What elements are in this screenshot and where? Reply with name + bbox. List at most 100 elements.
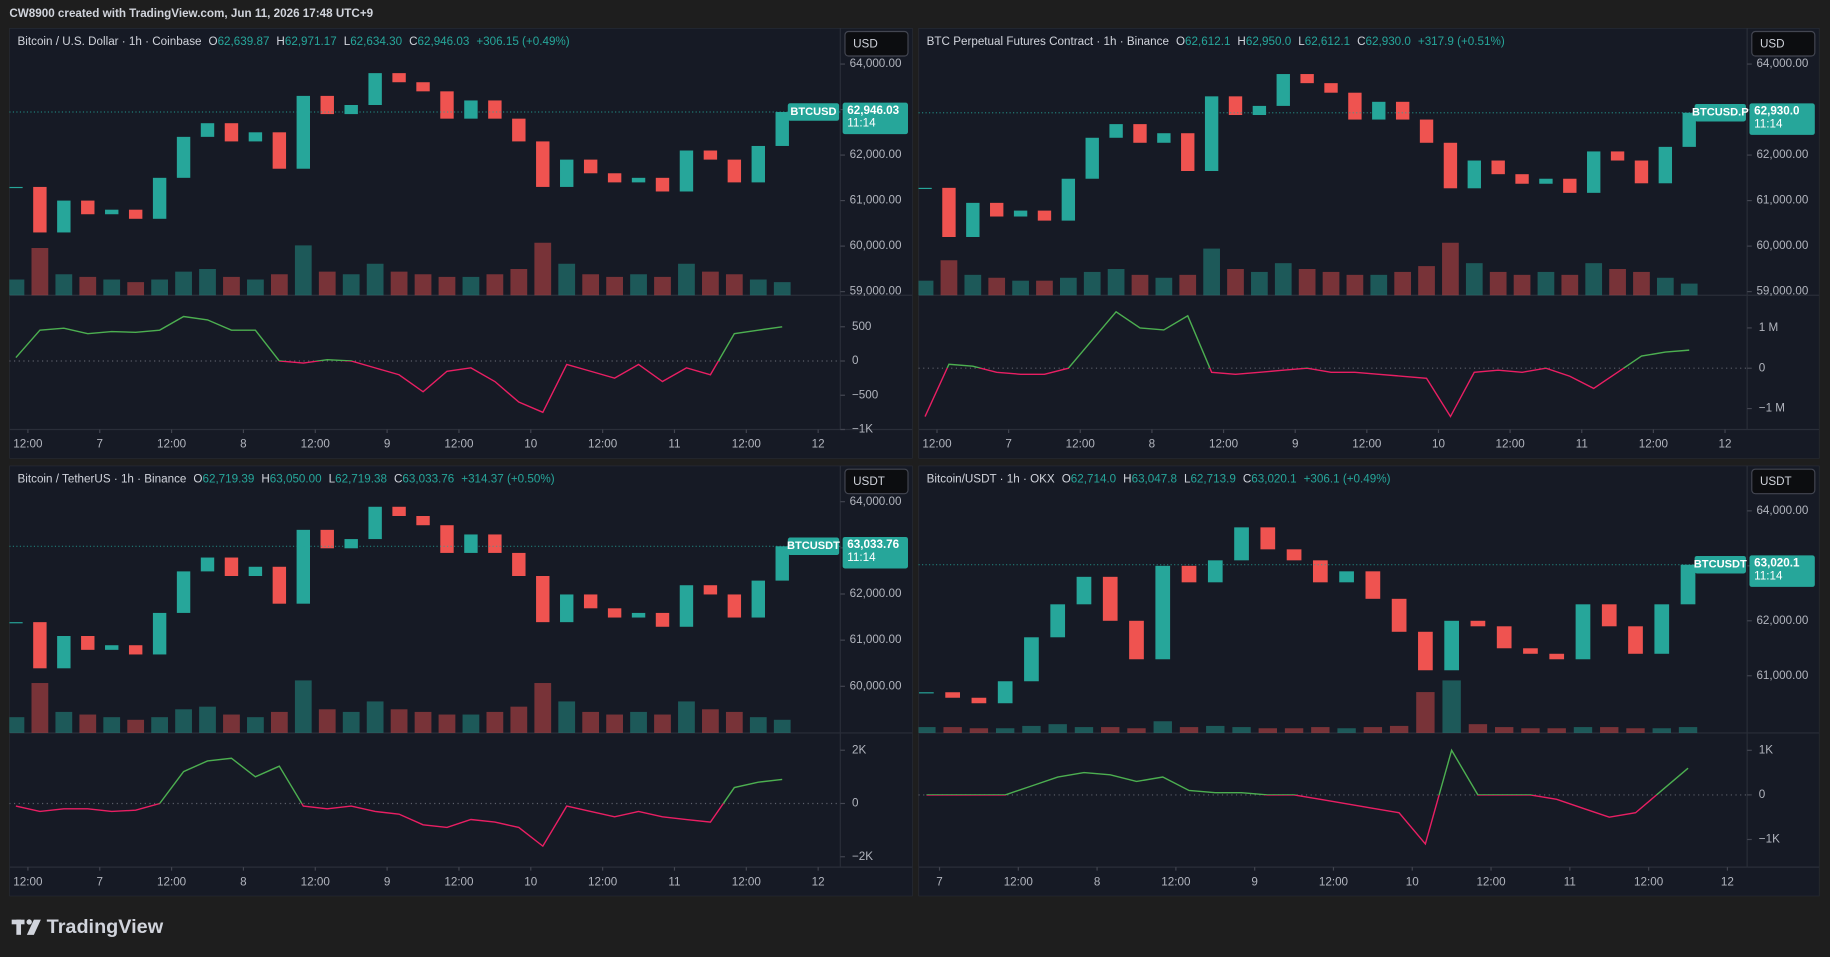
candle-body (990, 202, 1004, 217)
candle-body (1515, 174, 1529, 184)
candle-body (81, 635, 95, 650)
volume-bar (1652, 728, 1671, 733)
volume-bar (1609, 269, 1626, 296)
indicator-tick-label: −1K (1759, 833, 1780, 846)
change-label: +314.37 (+0.50%) (461, 473, 554, 486)
ohlc-value: 62,714.0 (1071, 473, 1117, 486)
volume-bar (678, 263, 695, 296)
ohlc-value: 63,050.00 (270, 473, 322, 486)
volume-bar (270, 274, 288, 296)
volume-bar (773, 282, 791, 296)
indicator-tick-label: 1K (1759, 743, 1773, 756)
x-tick-label: 12:00 (588, 438, 618, 451)
candle-body (727, 594, 742, 618)
candle-body (224, 123, 239, 142)
volume-bar (1227, 269, 1244, 296)
ohlc-value: 62,950.0 (1246, 35, 1292, 48)
volume-bar (1337, 728, 1356, 733)
candle-body (1587, 151, 1601, 193)
candle-body (9, 622, 23, 624)
volume-bar (1561, 274, 1579, 296)
symbol-tag-label: BTCUSDT (787, 540, 840, 552)
volume-bar (943, 727, 962, 733)
indicator-tick-label: 0 (1759, 361, 1766, 374)
volume-bar (964, 274, 982, 296)
x-tick-label: 9 (1292, 438, 1298, 451)
ohlc-label: O (193, 473, 202, 486)
volume-bar (630, 274, 647, 296)
indicator-line (15, 315, 783, 414)
volume-bar (1370, 274, 1388, 296)
y-tick-label: 62,000.00 (850, 587, 902, 600)
volume-bar (1036, 280, 1053, 296)
candle-body (1013, 210, 1028, 217)
volume-bar (366, 701, 384, 733)
volume-bar (749, 279, 767, 296)
volume-bar (1131, 274, 1149, 296)
volume-bar (1258, 728, 1278, 733)
volume-bar (654, 714, 671, 733)
volume-bar (342, 274, 360, 296)
y-tick-label: 64,000.00 (1756, 57, 1808, 70)
indicator-line (926, 748, 1689, 846)
y-tick-label: 64,000.00 (850, 57, 902, 70)
volume-bar (390, 709, 408, 733)
chart-panel: 60,000.0061,000.0062,000.0063,000.0064,0… (9, 465, 913, 897)
countdown-label: 11:14 (1754, 569, 1783, 582)
x-tick-label: 9 (384, 438, 390, 451)
candle-body (464, 100, 478, 119)
ohlc-value: 62,639.87 (218, 35, 270, 48)
indicator-tick-label: −2K (852, 850, 873, 863)
candle-body (1050, 604, 1066, 638)
ohlc-value: 62,612.1 (1185, 35, 1230, 48)
candle-body (272, 566, 287, 604)
x-tick-label: 12:00 (1209, 438, 1239, 451)
candle-body (1444, 620, 1460, 671)
volume-bar (1573, 727, 1593, 733)
candle-body (1133, 124, 1147, 143)
volume-bar (1537, 271, 1555, 296)
volume-bar (1203, 248, 1220, 296)
y-tick-label: 61,000.00 (850, 633, 902, 646)
candle-body (727, 159, 742, 183)
volume-bar (582, 711, 600, 733)
volume-bar (1489, 271, 1507, 296)
candle-body (942, 187, 956, 238)
volume-bar (1346, 274, 1364, 296)
candle-body (560, 159, 574, 187)
symbol-tag (1694, 103, 1746, 122)
candle-body (128, 209, 143, 219)
volume-bar (510, 706, 528, 733)
candle-body (488, 100, 502, 119)
candle-body (440, 525, 454, 553)
price-tag-label: 62,930.0 (1754, 105, 1799, 118)
volume-bar (1442, 680, 1461, 733)
indicator-tick-label: 0 (852, 797, 859, 810)
candle-body (703, 585, 718, 595)
candle-body (248, 566, 263, 576)
volume-bar (918, 280, 934, 296)
candle-body (368, 73, 382, 105)
volume-bar (558, 701, 576, 733)
candle-body (416, 82, 430, 92)
volume-bar (438, 714, 456, 733)
price-tag (842, 536, 908, 569)
candle-body (1324, 83, 1338, 93)
candle-body (152, 612, 167, 655)
candle-body (971, 697, 987, 704)
candle-body (464, 534, 478, 553)
ohlc-label: L (1298, 35, 1305, 48)
price-tag-label: 62,946.03 (847, 104, 899, 117)
volume-bar (31, 683, 49, 733)
x-tick-label: 12:00 (444, 438, 474, 451)
x-tick-label: 12 (1719, 438, 1732, 451)
volume-bar (1585, 263, 1603, 296)
chart-panel: 61,000.0062,000.0063,000.0064,000.001K0−… (918, 465, 1820, 897)
volume-bar (969, 728, 989, 733)
candle-body (176, 571, 191, 613)
candle-body (105, 645, 119, 650)
volume-bar (1048, 724, 1067, 733)
candle-body (176, 136, 191, 178)
candle-body (1419, 119, 1434, 143)
x-tick-label: 12:00 (13, 875, 43, 888)
